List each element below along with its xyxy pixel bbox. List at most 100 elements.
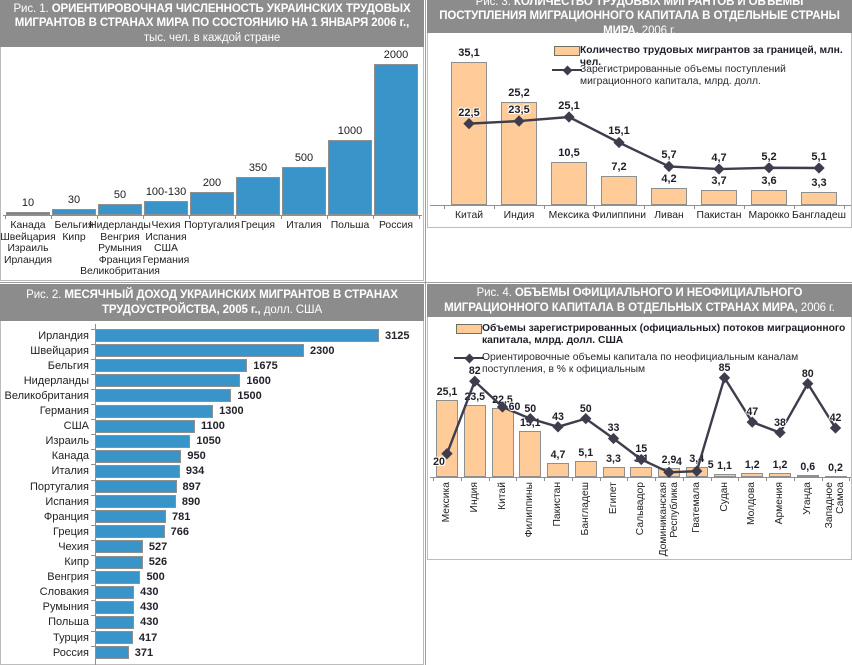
fig2-category: Бельгия xyxy=(47,359,89,372)
fig1-bar xyxy=(236,177,280,215)
axis-tick xyxy=(766,477,768,481)
axis-tick xyxy=(143,215,144,219)
fig2-bar-value: 371 xyxy=(134,646,154,659)
fig2-category: США xyxy=(63,420,89,433)
fig4-line-value: 15 xyxy=(635,443,648,456)
axis-tick xyxy=(91,343,95,345)
fig1-category-line: США xyxy=(154,243,178,254)
fig2-category: Словакия xyxy=(39,586,89,599)
fig2-bar xyxy=(95,510,166,524)
fig2-category: Германия xyxy=(39,405,89,417)
axis-tick xyxy=(91,434,95,436)
axis-tick xyxy=(91,328,95,330)
fig3-bar-value: 3,7 xyxy=(711,174,727,187)
fig2-category: Турция xyxy=(53,631,89,644)
fig1-bar-value: 200 xyxy=(202,177,222,190)
fig1-category-line: Румыния xyxy=(98,243,142,254)
fig4-line-value: 38 xyxy=(774,416,786,429)
fig3-category: Ливан xyxy=(654,210,684,221)
fig3-line-value: 5,7 xyxy=(661,149,677,162)
fig1-title-prefix: Рис. 1. xyxy=(13,3,52,16)
axis-tick xyxy=(281,215,282,219)
fig1-bar xyxy=(374,64,418,215)
fig4-bar-value: 3,3 xyxy=(606,452,621,465)
fig1-category-line: Ирландия xyxy=(4,254,52,266)
panel-fig1: Рис. 1. ОРИЕНТИРОВОЧНАЯ ЧИСЛЕННОСТЬ УКРА… xyxy=(0,0,424,281)
fig2-category: Франция xyxy=(43,510,89,523)
axis-tick xyxy=(655,477,657,481)
diamond-marker xyxy=(763,162,775,174)
axis-tick xyxy=(516,477,518,481)
fig1-category-line: Канада xyxy=(10,220,46,231)
axis-tick xyxy=(91,524,95,526)
fig1-category: Канада Швейцария Израиль Ирландия xyxy=(0,220,88,266)
fig2-header: Рис. 2. МЕСЯЧНЫЙ ДОХОД УКРАИНСКИХ МИГРАН… xyxy=(0,284,424,321)
fig3-bar-value: 4,2 xyxy=(661,172,677,185)
axis-tick xyxy=(738,477,740,481)
diamond-marker xyxy=(813,162,825,174)
fig2-bar xyxy=(95,570,141,584)
axis-tick xyxy=(91,373,95,375)
fig4-line-value: 82 xyxy=(468,365,481,378)
fig2-bar-value: 766 xyxy=(170,525,189,538)
column-divider xyxy=(425,0,426,665)
axis-tick xyxy=(682,477,684,481)
fig2-title: МЕСЯЧНЫЙ ДОХОД УКРАИНСКИХ МИГРАНТОВ В СТ… xyxy=(64,289,398,316)
axis-tick xyxy=(91,585,95,587)
axis-line xyxy=(3,215,422,216)
fig2-category: Ирландия xyxy=(38,329,89,342)
axis-tick xyxy=(91,570,95,572)
fig4-line-value: 20 xyxy=(433,455,445,468)
fig2-bar-value: 1050 xyxy=(196,435,221,448)
axis-tick xyxy=(91,404,95,405)
fig1-category-line: Португалия xyxy=(184,220,240,231)
fig4-bar xyxy=(741,473,764,477)
axis-tick xyxy=(594,205,595,209)
fig4-line-value: 47 xyxy=(746,406,759,419)
fig4-bar xyxy=(713,473,736,477)
axis-tick xyxy=(91,449,95,451)
fig4-bar xyxy=(436,399,458,477)
fig2-bar xyxy=(95,434,191,448)
diamond-marker xyxy=(663,160,675,173)
fig2-category: Португалия xyxy=(30,480,89,493)
axis-tick xyxy=(494,205,495,209)
diamond-marker xyxy=(607,432,620,445)
fig3-subtitle: 2006 г. xyxy=(638,24,676,33)
axis-tick xyxy=(327,215,328,219)
fig3-category: Мексика xyxy=(548,210,590,221)
fig2-bar xyxy=(95,495,176,509)
axis-tick xyxy=(91,539,95,541)
axis-tick xyxy=(189,215,190,219)
fig1-bar-value: 50 xyxy=(113,189,127,202)
fig4-bar-value: 1,2 xyxy=(744,459,760,472)
fig2-subtitle: долл. США xyxy=(260,303,323,316)
axis-tick xyxy=(91,494,95,496)
fig2-category: Швейцария xyxy=(30,344,89,357)
fig2-bar xyxy=(95,585,135,599)
fig1-category-line: Греция xyxy=(241,220,275,231)
axis-tick xyxy=(844,205,845,209)
fig2-bar-value: 526 xyxy=(148,556,168,568)
axis-tick xyxy=(97,215,98,219)
axis-tick xyxy=(460,477,462,481)
fig4-bar-value: 2,9 xyxy=(661,454,677,467)
fig1-category-line: Нидерланды xyxy=(89,220,151,231)
fig1-bar xyxy=(144,201,188,215)
axis-tick xyxy=(91,419,95,421)
fig1-header: Рис. 1. ОРИЕНТИРОВОЧНАЯ ЧИСЛЕННОСТЬ УКРА… xyxy=(0,0,424,47)
fig2-category: Италия xyxy=(51,465,89,478)
fig3-line-value: 5,1 xyxy=(811,150,827,163)
panel-fig2: Рис. 2. МЕСЯЧНЫЙ ДОХОД УКРАИНСКИХ МИГРАН… xyxy=(0,284,424,665)
fig4-bar-value: 25,1 xyxy=(436,385,458,398)
fig3-title: КОЛИЧЕСТВО ТРУДОВЫХ МИГРАНТОВ И ОБЪЕМЫ П… xyxy=(439,0,840,33)
fig2-category: Испания xyxy=(45,495,89,508)
fig2-bar xyxy=(95,615,135,629)
fig3-bar-value: 3,3 xyxy=(811,176,827,189)
axis-tick xyxy=(91,509,95,511)
diamond-marker xyxy=(613,136,625,149)
fig2-bar-value: 417 xyxy=(138,631,158,644)
diamond-marker xyxy=(691,465,703,477)
diamond-marker xyxy=(524,412,536,425)
fig3-bar-value: 35,1 xyxy=(458,47,480,60)
